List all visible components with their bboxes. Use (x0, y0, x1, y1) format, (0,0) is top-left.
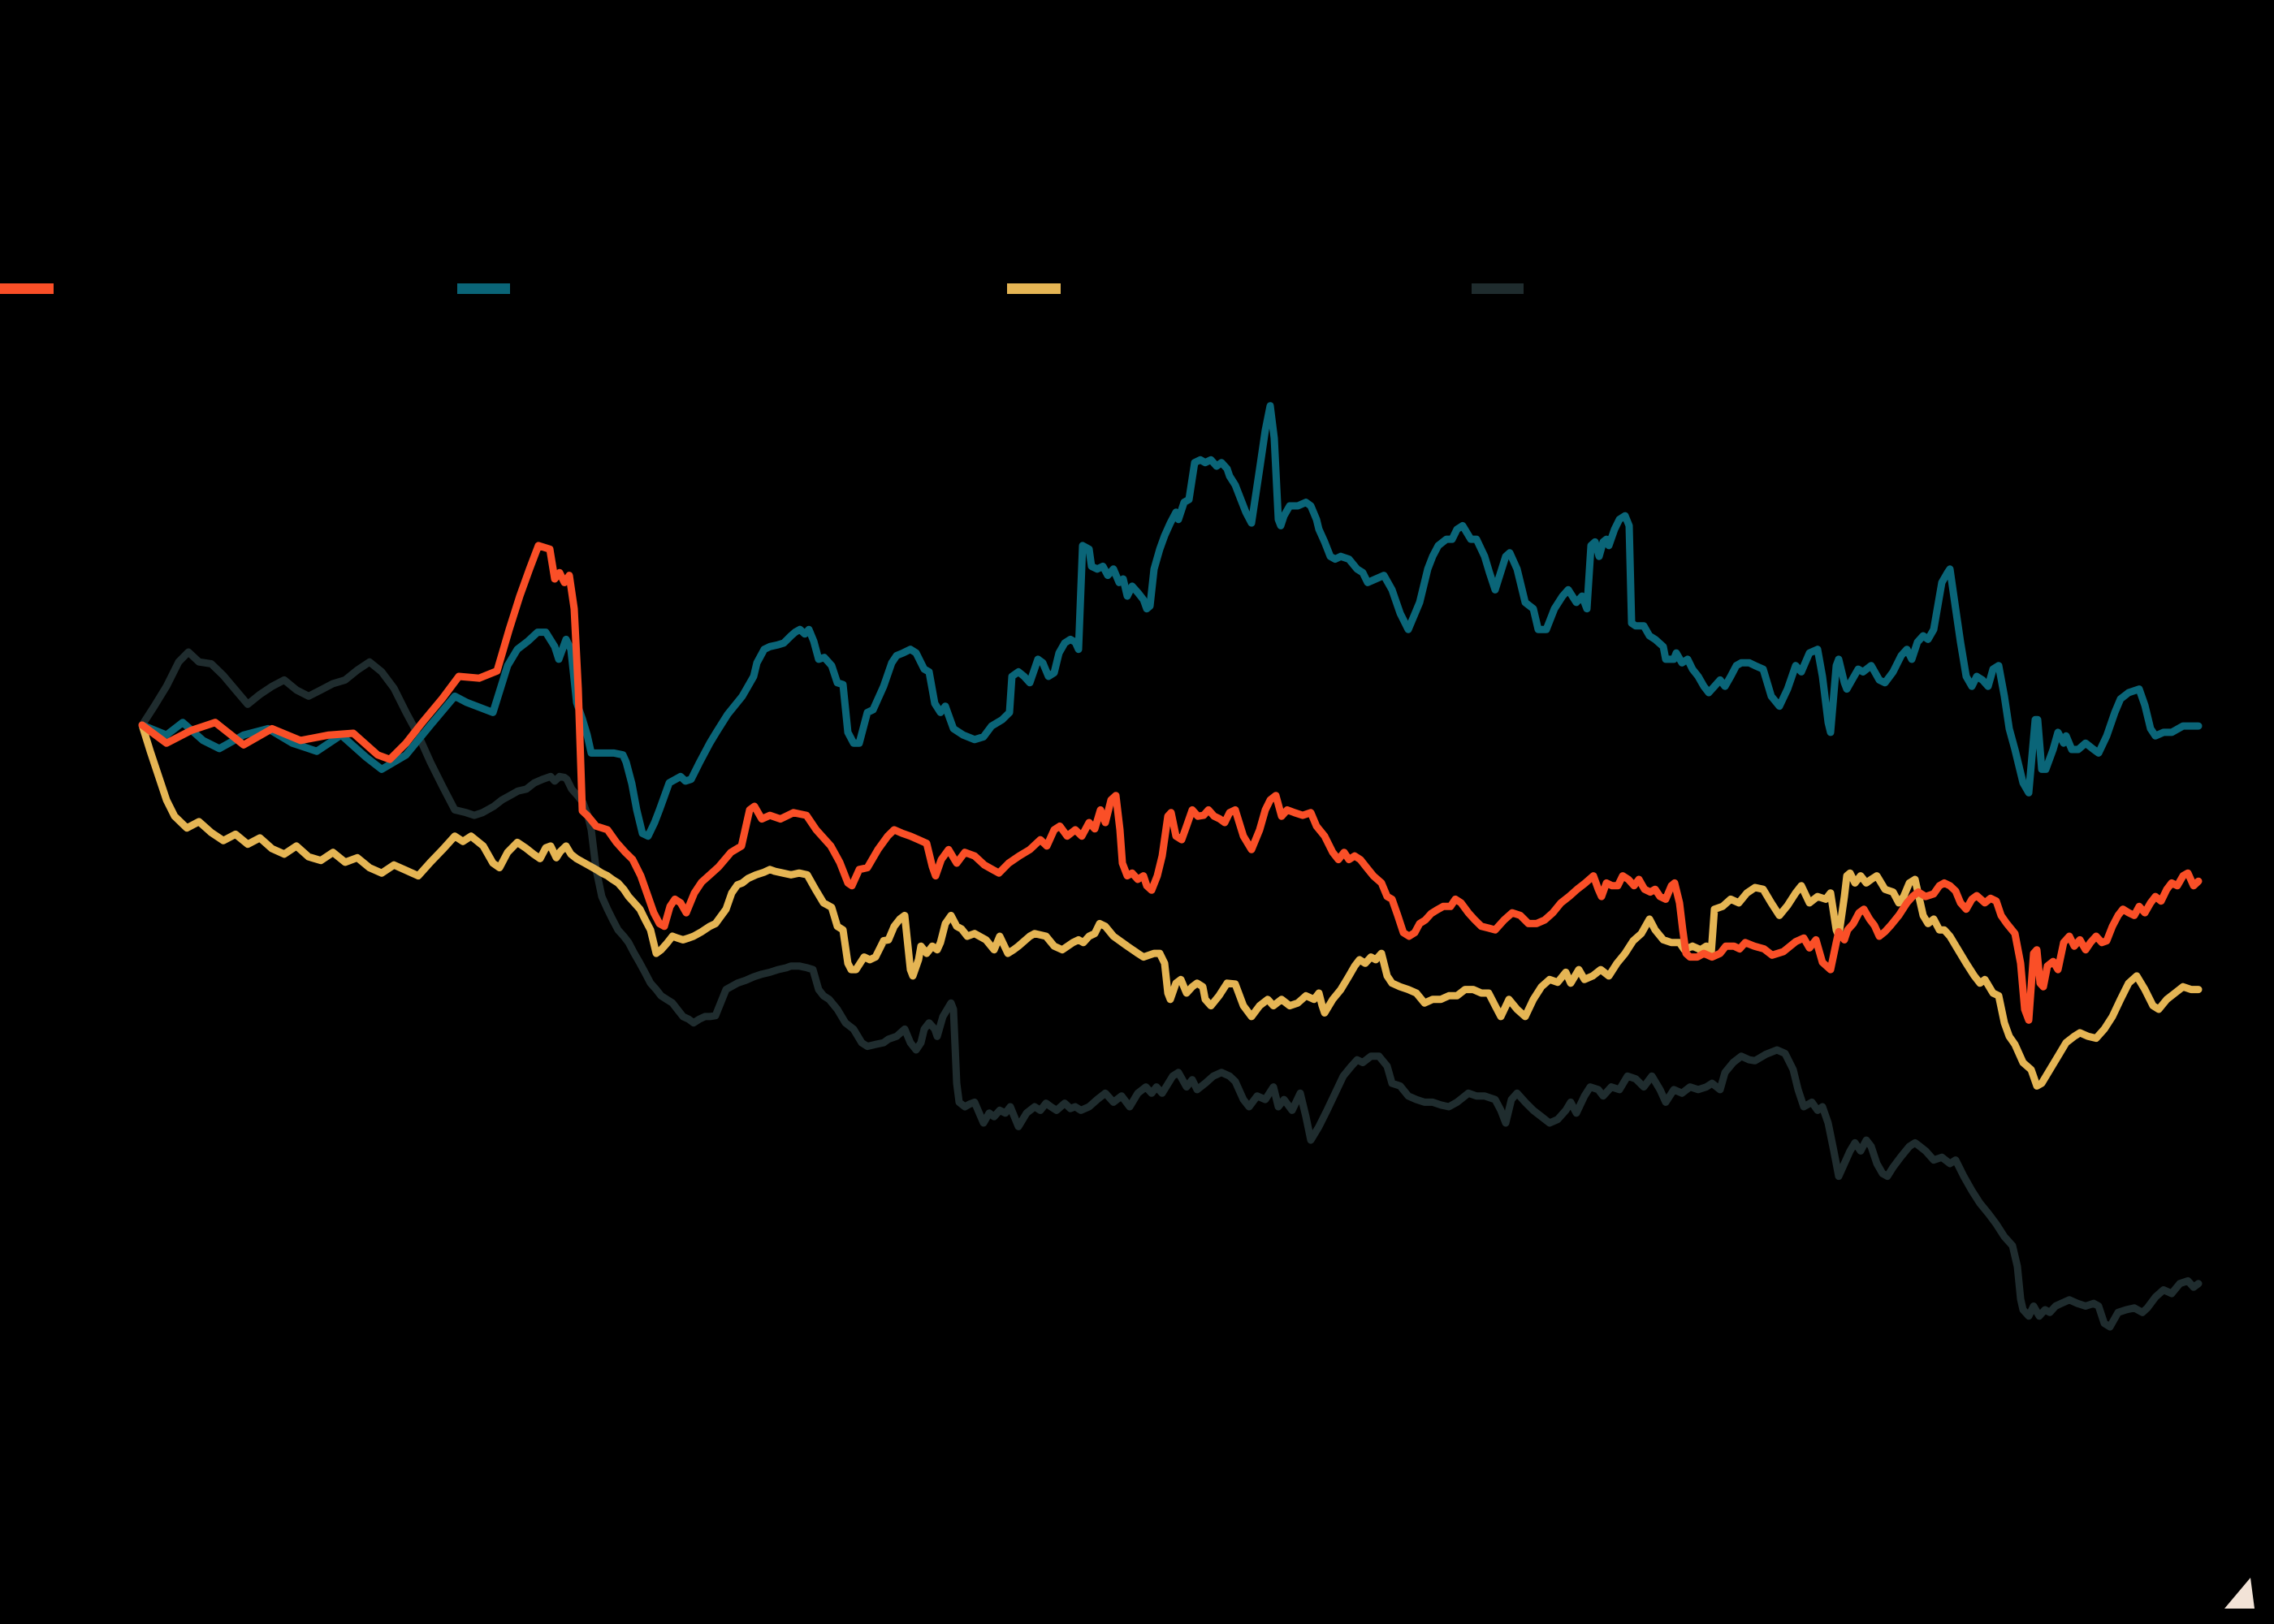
corner-fold-triangle-icon (2224, 1578, 2255, 1609)
series-line-orange (138, 542, 2203, 1024)
legend-swatch-gold (1007, 283, 1061, 294)
series-line-gold (138, 721, 2203, 1090)
series-line-dark (138, 648, 2203, 1331)
legend-swatch-orange (0, 283, 54, 294)
legend-swatch-dark (1472, 283, 1524, 294)
legend-swatch-teal (457, 283, 510, 294)
series-line-teal (138, 402, 2203, 840)
